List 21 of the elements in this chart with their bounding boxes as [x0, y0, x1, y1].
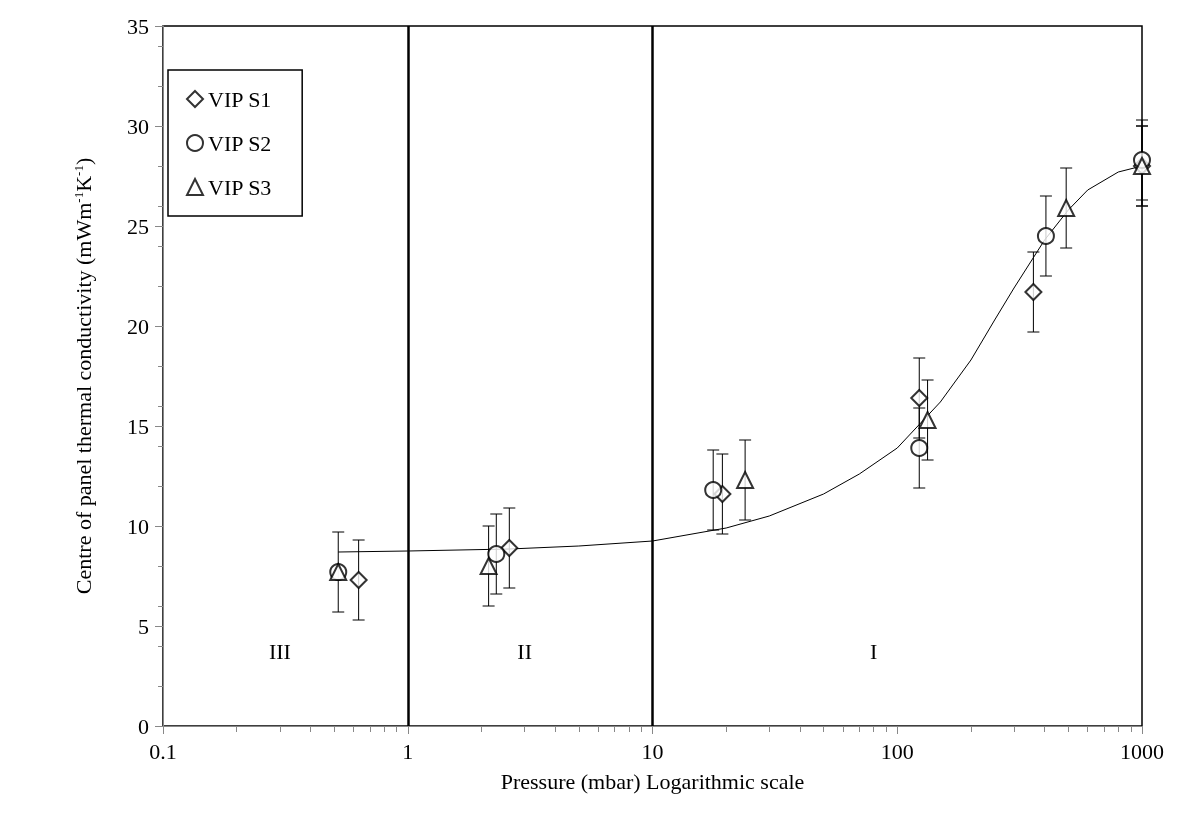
y-tick-label: 35: [127, 13, 149, 39]
y-tick-label: 0: [138, 713, 149, 739]
annotation: II: [517, 638, 532, 664]
x-tick-label: 10: [641, 738, 664, 764]
x-tick-label: 0.1: [149, 738, 177, 764]
x-axis-title: Pressure (mbar) Logarithmic scale: [500, 768, 805, 794]
y-tick-label: 5: [138, 613, 149, 639]
y-tick-label: 30: [127, 113, 149, 139]
y-tick-label: 10: [127, 513, 149, 539]
annotation: III: [268, 638, 291, 664]
y-tick-label: 15: [127, 413, 149, 439]
y-axis-title: Centre of panel thermal conductivity (mWm-1K-1): [71, 157, 96, 595]
legend-label: VIP S2: [208, 130, 272, 156]
x-tick-label: 100: [880, 738, 914, 764]
annotation: I: [869, 638, 878, 664]
x-tick-label: 1000: [1120, 738, 1164, 764]
y-tick-label: 20: [127, 313, 149, 339]
legend-label: VIP S1: [208, 86, 272, 112]
legend-label: VIP S3: [208, 174, 272, 200]
y-tick-label: 25: [127, 213, 149, 239]
x-tick-label: 1: [402, 738, 414, 764]
